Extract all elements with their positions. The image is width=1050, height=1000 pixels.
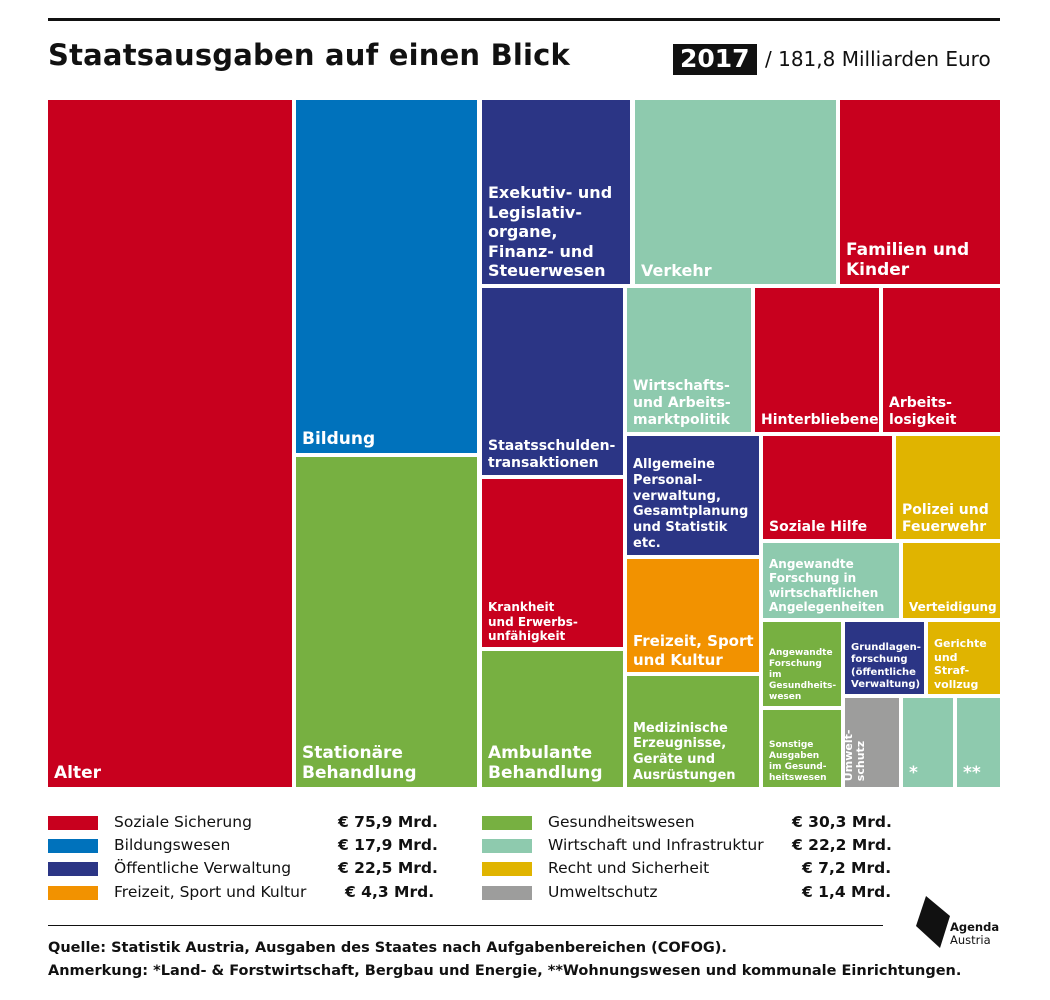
tile-exekutiv-legislativ: Exekutiv- und Legislativ- organe, Finanz… — [482, 100, 630, 284]
tile-label: Verkehr — [641, 261, 712, 281]
tile-label: Gerichte und Straf- vollzug — [934, 637, 987, 691]
legend-label: Gesundheitswesen — [548, 813, 695, 831]
tile-label: Grundlagen- forschung (öffentliche Verwa… — [851, 642, 921, 690]
legend-value: € 7,2 Mrd. — [802, 859, 892, 877]
tile-label: Stationäre Behandlung — [302, 742, 417, 784]
tile-label: Staatsschulden- transaktionen — [488, 437, 616, 471]
logo-subtitle: Austria — [950, 933, 991, 947]
tile-label: Exekutiv- und Legislativ- organe, Finanz… — [488, 183, 613, 281]
legend-swatch — [48, 886, 98, 900]
tile-medizinische-erzeugnisse: Medizinische Erzeugnisse, Geräte und Aus… — [627, 676, 759, 787]
tile-freizeit-sport: Freizeit, Sport und Kultur — [627, 559, 759, 672]
tile-stationaere-behandlung: Stationäre Behandlung — [296, 457, 477, 787]
tile-ambulante-behandlung: Ambulante Behandlung — [482, 651, 623, 787]
tile-polizei-feuerwehr: Polizei und Feuerwehr — [896, 436, 1000, 539]
tile-label: Alter — [54, 763, 102, 784]
legend-label: Freizeit, Sport und Kultur — [114, 883, 307, 901]
tile-label: Umwelt- schutz — [841, 729, 867, 781]
tile-verteidigung: Verteidigung — [903, 543, 1000, 618]
tile-label: Ambulante Behandlung — [488, 742, 603, 784]
tile-soziale-hilfe: Soziale Hilfe — [763, 436, 892, 539]
tile-sonstige-gesundheit: Sonstige Ausgaben im Gesund- heitswesen — [763, 710, 841, 787]
legend-value: € 75,9 Mrd. — [338, 813, 438, 831]
legend-label: Bildungswesen — [114, 836, 231, 854]
legend-value: € 17,9 Mrd. — [338, 836, 438, 854]
tile-verkehr: Verkehr — [635, 100, 836, 284]
tile-label: Freizeit, Sport und Kultur — [633, 632, 754, 669]
tile-label: Wirtschafts- und Arbeits- marktpolitik — [633, 377, 731, 428]
tile-label: Familien und Kinder — [846, 239, 970, 281]
legend-swatch — [48, 839, 98, 853]
tile-angewandte-forschung-wirtschaft: Angewandte Forschung in wirtschaftlichen… — [763, 543, 899, 618]
tile-arbeitslosigkeit: Arbeits- losigkeit — [883, 288, 1000, 432]
tile-land-forstwirtschaft: * — [903, 698, 953, 787]
tile-label: Krankheit und Erwerbs- unfähigkeit — [488, 600, 578, 644]
legend-swatch — [482, 816, 532, 830]
logo-mark-icon — [916, 896, 950, 948]
tile-bildung: Bildung — [296, 100, 477, 453]
tile-label: Hinterbliebene — [761, 411, 879, 428]
legend-value: € 1,4 Mrd. — [802, 883, 892, 901]
tile-label: Verteidigung — [909, 600, 997, 615]
footnote: Anmerkung: *Land- & Forstwirtschaft, Ber… — [48, 963, 962, 979]
tile-alter: Alter — [48, 100, 292, 787]
legend-swatch — [482, 839, 532, 853]
legend-swatch — [482, 886, 532, 900]
tile-label: Angewandte Forschung in wirtschaftlichen… — [769, 556, 885, 615]
tile-label: * — [909, 763, 918, 784]
year-badge: 2017 — [673, 44, 757, 75]
tile-label: Arbeits- losigkeit — [889, 394, 957, 428]
tile-label: Sonstige Ausgaben im Gesund- heitswesen — [769, 740, 827, 784]
tile-hinterbliebene: Hinterbliebene — [755, 288, 879, 432]
tile-wirtschaftspolitik: Wirtschafts- und Arbeits- marktpolitik — [627, 288, 751, 432]
tile-angewandte-forschung-gesundheit: Angewandte Forschung im Gesundheits- wes… — [763, 622, 841, 706]
legend-value: € 4,3 Mrd. — [345, 883, 435, 901]
tile-label: Soziale Hilfe — [769, 518, 868, 535]
source-note: Quelle: Statistik Austria, Ausgaben des … — [48, 940, 727, 956]
legend-value: € 30,3 Mrd. — [792, 813, 892, 831]
legend-label: Soziale Sicherung — [114, 813, 252, 831]
tile-label: ** — [963, 763, 981, 784]
agenda-austria-logo: Agenda Austria — [916, 896, 1006, 948]
tile-gerichte-strafvollzug: Gerichte und Straf- vollzug — [928, 622, 1000, 694]
legend-label: Öffentliche Verwaltung — [114, 859, 292, 877]
bottom-rule — [48, 925, 883, 926]
tile-familien-kinder: Familien und Kinder — [840, 100, 1000, 284]
page-title: Staatsausgaben auf einen Blick — [48, 38, 571, 72]
tile-grundlagenforschung: Grundlagen- forschung (öffentliche Verwa… — [845, 622, 924, 694]
tile-wohnungswesen: ** — [957, 698, 1000, 787]
top-rule — [48, 18, 1000, 21]
legend-swatch — [48, 862, 98, 876]
legend-label: Umweltschutz — [548, 883, 658, 901]
legend-label: Recht und Sicherheit — [548, 859, 710, 877]
legend-label: Wirtschaft und Infrastruktur — [548, 836, 764, 854]
tile-label: Polizei und Feuerwehr — [902, 501, 989, 535]
tile-allgemeine-verwaltung: Allgemeine Personal- verwaltung, Gesamtp… — [627, 436, 759, 555]
legend-swatch — [48, 816, 98, 830]
tile-label: Angewandte Forschung im Gesundheits- wes… — [769, 648, 837, 703]
tile-krankheit: Krankheit und Erwerbs- unfähigkeit — [482, 479, 623, 647]
total-amount: / 181,8 Milliarden Euro — [765, 47, 991, 71]
logo-name: Agenda — [950, 920, 1000, 934]
tile-staatsschulden: Staatsschulden- transaktionen — [482, 288, 623, 475]
legend-swatch — [482, 862, 532, 876]
tile-label: Medizinische Erzeugnisse, Geräte und Aus… — [633, 720, 736, 784]
legend-value: € 22,5 Mrd. — [338, 859, 438, 877]
tile-umweltschutz: Umwelt- schutz — [841, 698, 899, 787]
legend-value: € 22,2 Mrd. — [792, 836, 892, 854]
tile-label: Allgemeine Personal- verwaltung, Gesamtp… — [633, 456, 749, 552]
tile-label: Bildung — [302, 429, 376, 450]
